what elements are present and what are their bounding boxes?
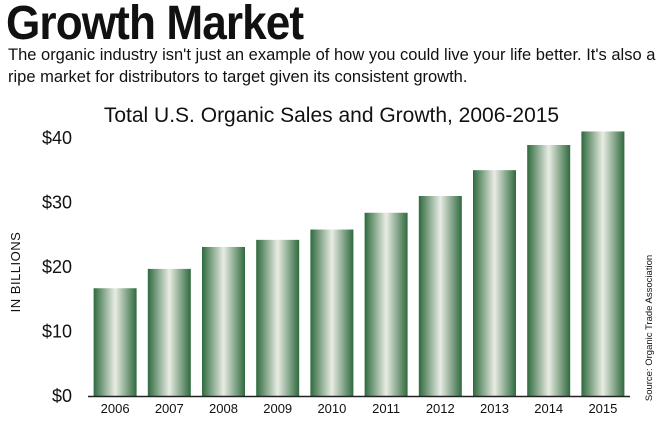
bar-2008 [202,246,245,396]
x-tick-label: 2007 [155,401,184,416]
bars [93,131,625,396]
bar-2012 [418,195,462,396]
y-tick-label: $10 [42,321,72,341]
bar-2014 [527,145,571,396]
y-tick-labels: $0 $10 $20 $30 $40 [42,128,72,406]
bar-2009 [256,239,300,396]
bar-2011 [364,212,408,396]
x-tick-label: 2013 [480,401,509,416]
y-tick-label: $0 [52,386,72,406]
x-tick-label: 2006 [101,401,130,416]
x-tick-label: 2009 [263,401,292,416]
x-tick-label: 2010 [317,401,346,416]
bar-2006 [93,288,137,396]
headline: Growth Market [6,0,304,50]
y-tick-label: $20 [42,257,72,277]
x-tick-label: 2012 [426,401,455,416]
x-tick-labels: 2006 2007 2008 2009 2010 2011 2012 2013 2014 2015 [101,401,618,416]
bar-2013 [473,170,516,396]
x-tick-label: 2011 [372,401,400,416]
bar-2007 [147,268,191,396]
y-axis-label: IN BILLIONS [8,232,23,313]
bar-2010 [310,229,354,396]
x-tick-label: 2015 [588,401,617,416]
x-tick-label: 2008 [209,401,238,416]
y-tick-label: $40 [42,128,72,148]
bar-2015 [581,131,625,396]
source-note: Source: Organic Trade Association [644,255,655,401]
x-tick-label: 2014 [534,401,563,416]
y-tick-label: $30 [42,192,72,212]
chart-title: Total U.S. Organic Sales and Growth, 200… [103,104,560,127]
subtitle: The organic industry isn't just an examp… [8,46,656,86]
